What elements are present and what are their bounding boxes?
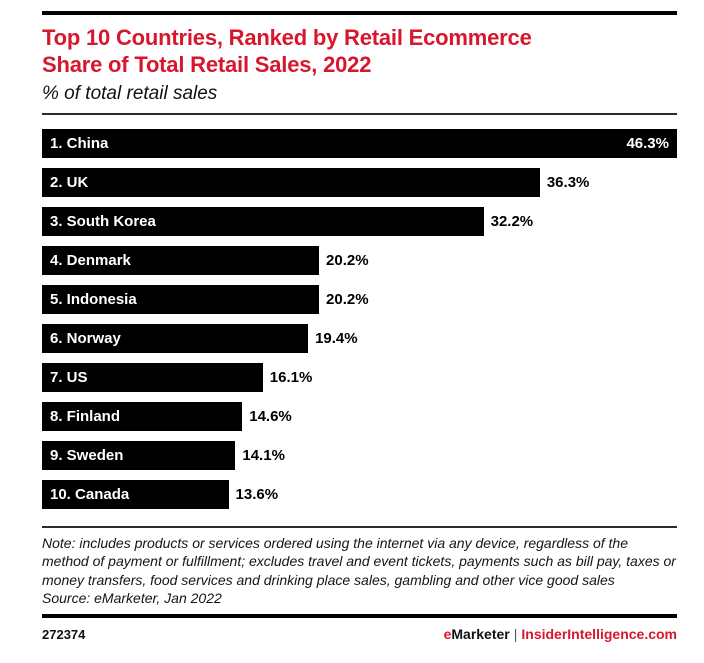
bar-value: 14.6% <box>249 408 292 425</box>
top-rule <box>42 11 677 15</box>
bar: 1. China 46.3% <box>42 129 677 158</box>
bar-row: 2. UK 36.3% <box>42 168 677 197</box>
note-rule <box>42 526 677 528</box>
footer: 272374 eMarketer | InsiderIntelligence.com <box>42 626 677 642</box>
chart-title: Top 10 Countries, Ranked by Retail Ecomm… <box>42 24 677 78</box>
bar: 3. South Korea <box>42 207 484 236</box>
brand-site: InsiderIntelligence.com <box>521 625 677 642</box>
bar: 6. Norway <box>42 324 309 353</box>
bar: 9. Sweden <box>42 441 236 470</box>
bar: 7. US <box>42 363 263 392</box>
bar-value: 32.2% <box>490 213 534 230</box>
bottom-rule <box>42 613 677 618</box>
bar-row: 4. Denmark 20.2% <box>42 246 677 275</box>
brand-lockup: eMarketer | InsiderIntelligence.com <box>444 626 677 642</box>
bar: 5. Indonesia <box>42 285 320 314</box>
chart-title-line1: Top 10 Countries, Ranked by Retail Ecomm… <box>42 25 532 50</box>
bar-row: 5. Indonesia 20.2% <box>42 285 677 314</box>
bar-label: 4. Denmark <box>50 252 131 269</box>
bar-label: 6. Norway <box>50 330 121 347</box>
bar-row: 6. Norway 19.4% <box>42 324 677 353</box>
bar-row: 8. Finland 14.6% <box>42 402 677 431</box>
header-rule <box>42 113 677 115</box>
bar-value: 46.3% <box>626 135 669 152</box>
footnote-text: Note: includes products or services orde… <box>42 534 676 588</box>
bar: 4. Denmark <box>42 246 320 275</box>
bar-value: 20.2% <box>326 291 369 308</box>
bar-label: 2. UK <box>50 174 89 191</box>
bar-value: 36.3% <box>546 174 590 191</box>
bar-chart: 1. China 46.3% 2. UK 36.3% 3. South Korea 32.… <box>42 129 677 509</box>
bar-label: 3. South Korea <box>50 213 156 230</box>
bar-label: 1. China <box>50 135 109 152</box>
bar-row: 10. Canada 13.6% <box>42 480 677 509</box>
chart-id: 272374 <box>42 626 86 642</box>
bar-value: 14.1% <box>242 447 285 464</box>
bar-row: 7. US 16.1% <box>42 363 677 392</box>
brand-rest: Marketer <box>451 625 510 642</box>
bar-label: 10. Canada <box>50 486 130 503</box>
bar-row: 3. South Korea 32.2% <box>42 207 677 236</box>
bar-row: 9. Sweden 14.1% <box>42 441 677 470</box>
chart-title-line2: Share of Total Retail Sales, 2022 <box>42 52 372 77</box>
bar-value: 20.2% <box>326 252 369 269</box>
bar-value: 13.6% <box>235 486 279 503</box>
brand-separator: | <box>513 625 518 642</box>
bar: 10. Canada <box>42 480 229 509</box>
brand-first-letter: e <box>443 625 452 642</box>
chart-subtitle: % of total retail sales <box>42 83 218 104</box>
bar-row: 1. China 46.3% <box>42 129 677 158</box>
bar-value: 16.1% <box>269 369 313 386</box>
source-text: Source: eMarketer, Jan 2022 <box>42 590 222 606</box>
bar-value: 19.4% <box>315 330 358 347</box>
bar-label: 8. Finland <box>50 408 121 425</box>
bar-label: 7. US <box>50 369 88 386</box>
bar: 8. Finland <box>42 402 243 431</box>
bar-label: 9. Sweden <box>50 447 124 464</box>
bar-label: 5. Indonesia <box>50 291 137 308</box>
bar: 2. UK <box>42 168 540 197</box>
